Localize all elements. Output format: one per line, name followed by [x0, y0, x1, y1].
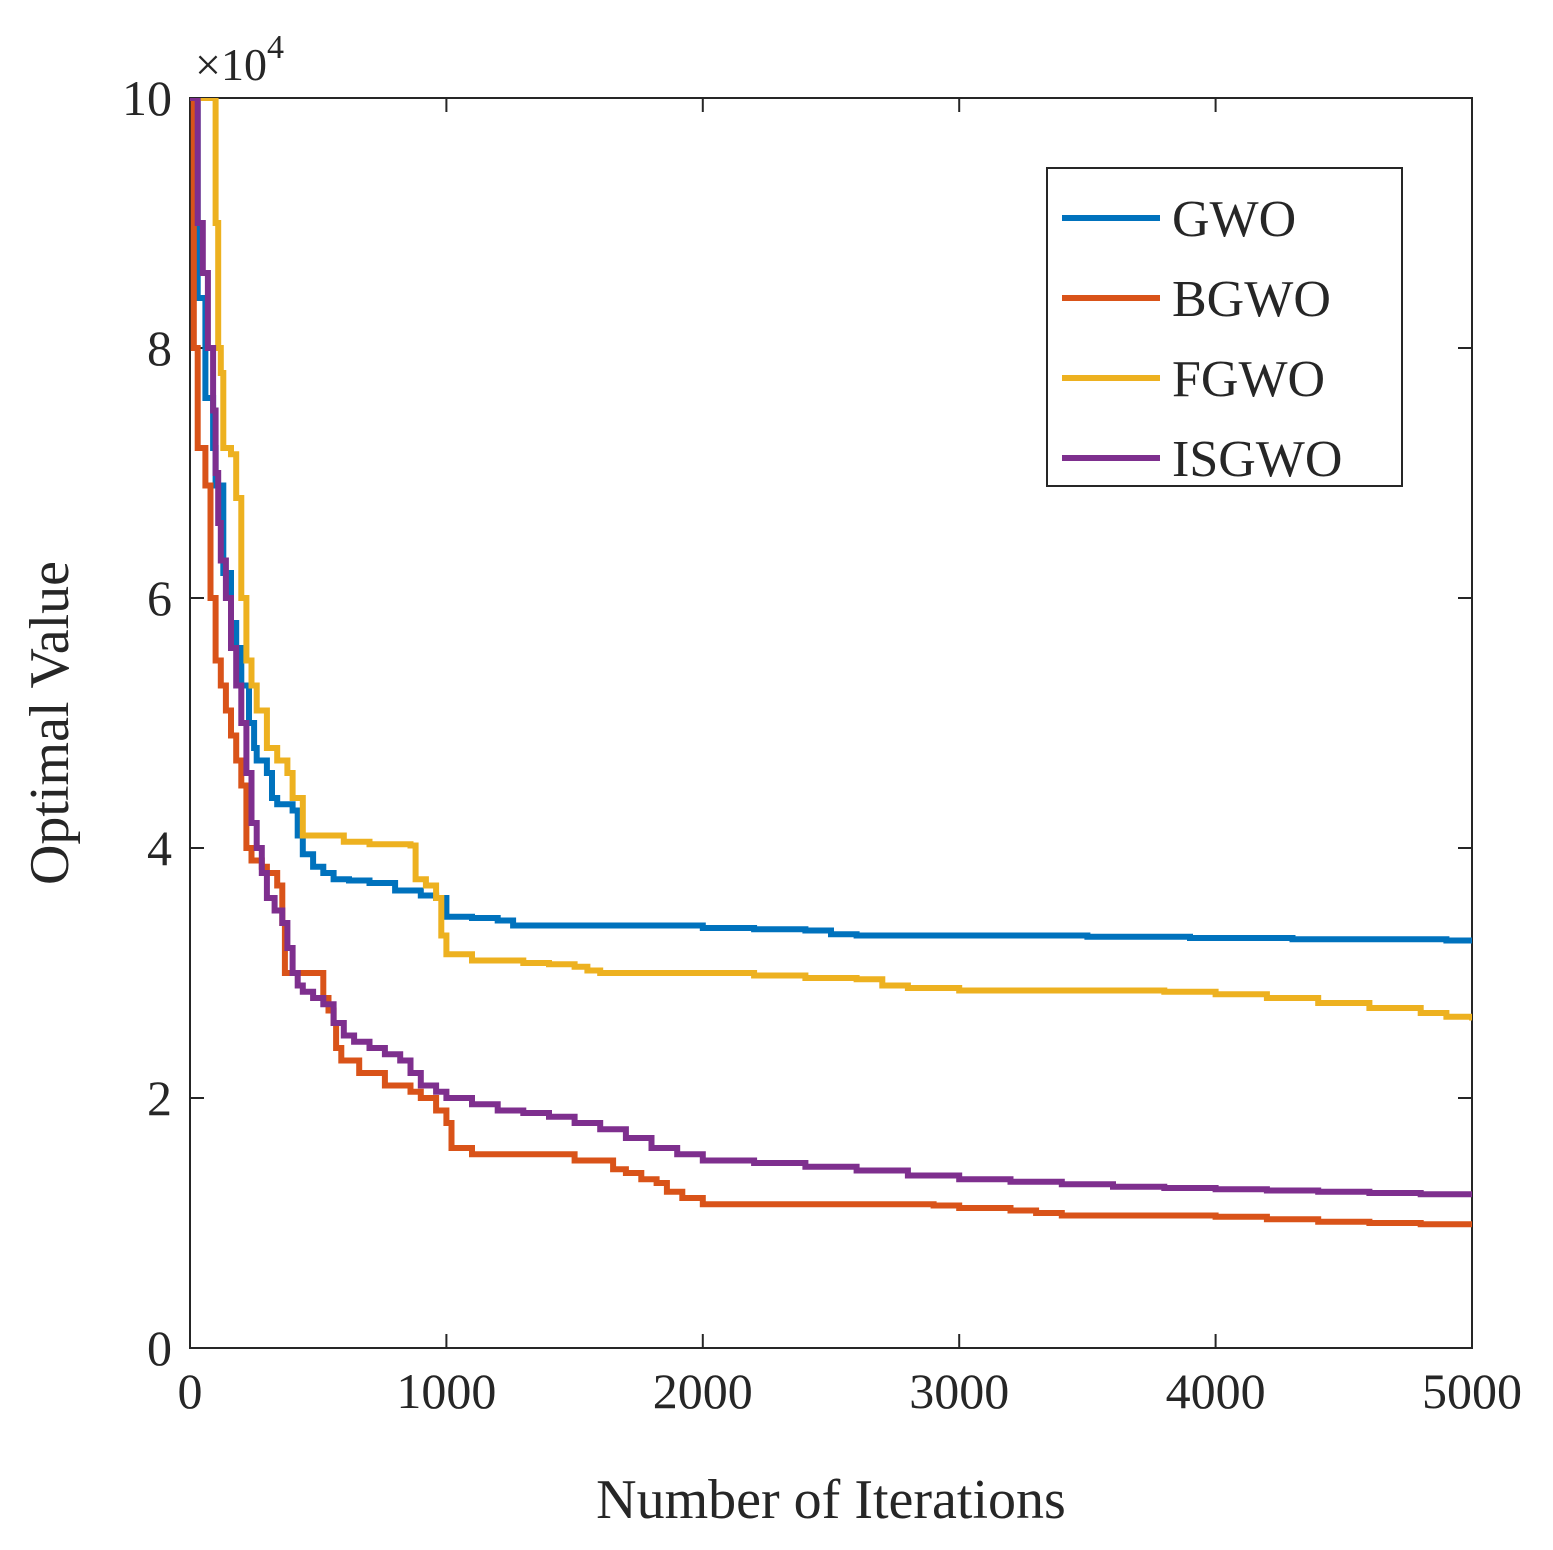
y-exponent-base: ×10	[195, 39, 267, 90]
y-exponent-label: ×104	[195, 29, 284, 90]
y-tick-label: 0	[147, 1320, 172, 1376]
series-line-fgwo	[190, 98, 1472, 1021]
y-tick-label: 2	[147, 1070, 172, 1126]
x-tick-label: 4000	[1166, 1363, 1266, 1419]
legend-label-bgwo: BGWO	[1172, 271, 1331, 328]
x-tick-label: 1000	[396, 1363, 496, 1419]
axis-ticks: 0 1000 2000 3000 4000 5000 0 2 4 6 8 10	[122, 70, 1522, 1419]
y-exponent-power: 4	[267, 29, 284, 66]
y-tick-label: 8	[147, 320, 172, 376]
y-tick-label: 4	[147, 820, 172, 876]
legend-label-gwo: GWO	[1172, 191, 1296, 248]
series-line-isgwo	[190, 98, 1472, 1198]
legend-label-isgwo: ISGWO	[1172, 431, 1342, 488]
series-line-bgwo	[190, 98, 1472, 1228]
series-layer	[190, 98, 1472, 1228]
x-tick-label: 0	[178, 1363, 203, 1419]
y-tick-label: 6	[147, 570, 172, 626]
series-line-gwo	[190, 98, 1472, 944]
x-axis-title: Number of Iterations	[596, 1469, 1066, 1531]
legend: GWO BGWO FGWO ISGWO	[1046, 167, 1403, 488]
x-tick-label: 2000	[653, 1363, 753, 1419]
y-axis-title: Optimal Value	[19, 561, 81, 885]
legend-label-fgwo: FGWO	[1172, 351, 1325, 408]
x-tick-label: 3000	[909, 1363, 1009, 1419]
x-tick-label: 5000	[1422, 1363, 1522, 1419]
y-tick-label: 10	[122, 70, 172, 126]
